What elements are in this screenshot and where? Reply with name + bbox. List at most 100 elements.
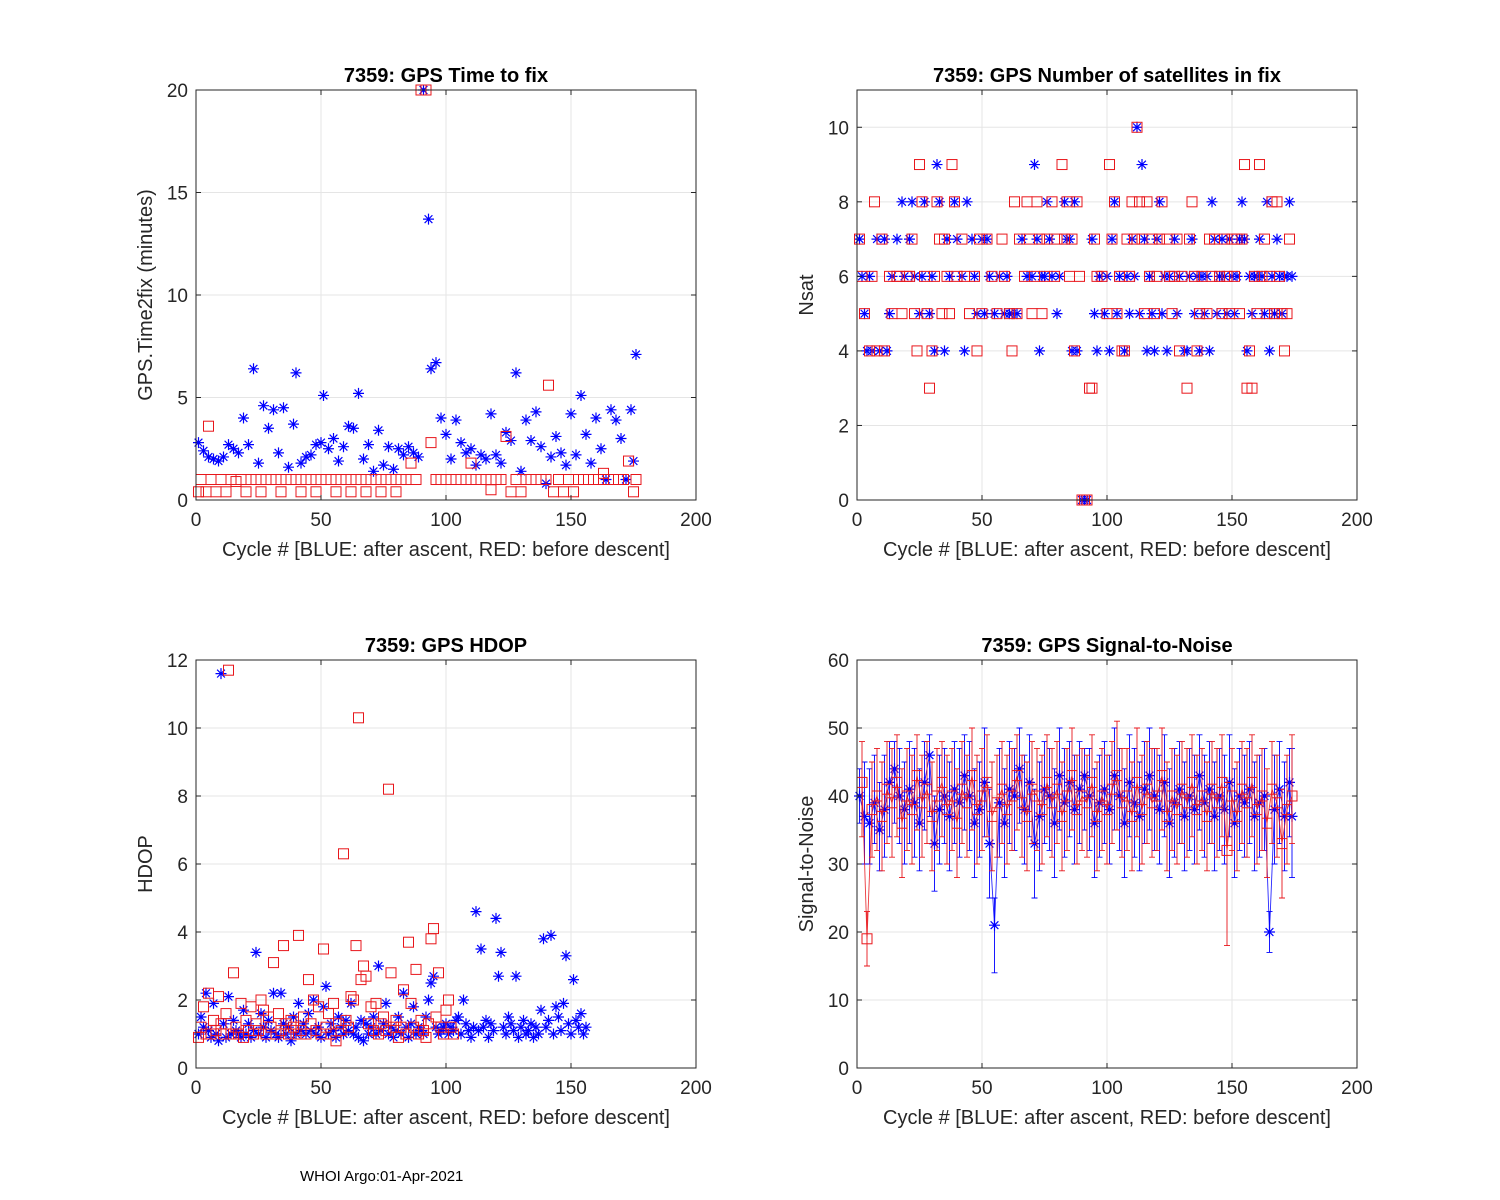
data-point (1166, 308, 1178, 320)
data-point (553, 1011, 564, 1023)
data-point (358, 1035, 369, 1047)
data-point (969, 817, 980, 829)
data-point (876, 233, 888, 245)
data-point (1069, 345, 1080, 357)
data-point (548, 1028, 559, 1040)
data-point (315, 437, 327, 449)
error-bar (889, 747, 895, 858)
data-point (263, 422, 274, 434)
data-point (378, 459, 389, 471)
y-tick-label: 15 (167, 184, 188, 205)
data-point (966, 770, 978, 782)
data-point (405, 1018, 417, 1030)
data-point (1031, 233, 1043, 245)
data-point (423, 994, 434, 1006)
data-point (1099, 783, 1110, 795)
data-point (1141, 196, 1153, 208)
data-point (1086, 776, 1098, 788)
data-point (1091, 810, 1103, 822)
data-point (889, 763, 900, 775)
data-point (378, 1018, 389, 1030)
data-point (1026, 270, 1038, 282)
data-point (445, 453, 457, 465)
data-point (879, 345, 890, 357)
data-point (248, 363, 259, 375)
x-tick-label: 200 (1341, 1078, 1373, 1099)
data-point (218, 451, 229, 463)
data-point (388, 463, 399, 475)
data-point (1041, 776, 1053, 788)
data-point (1264, 926, 1275, 938)
data-point (405, 997, 417, 1009)
data-point (1071, 196, 1083, 208)
y-tick-label: 6 (177, 855, 188, 876)
data-point (956, 233, 968, 245)
y-tick-label: 8 (838, 193, 849, 214)
data-point (1046, 270, 1058, 282)
data-point (550, 430, 562, 442)
data-point (1281, 308, 1293, 320)
data-point (884, 308, 895, 320)
data-point (916, 797, 928, 809)
error-bar (1009, 747, 1015, 851)
data-point (1244, 783, 1255, 795)
data-point (353, 387, 364, 399)
data-point (981, 233, 993, 245)
data-point (360, 1018, 372, 1030)
data-point (986, 270, 998, 282)
data-point (931, 159, 943, 171)
error-bar (961, 734, 968, 831)
data-point (1174, 783, 1185, 795)
data-point (238, 1004, 249, 1016)
data-point (996, 783, 1008, 795)
data-point (338, 1028, 349, 1040)
data-point (375, 486, 387, 498)
data-point (323, 443, 334, 455)
data-point (305, 449, 317, 461)
data-point (273, 1031, 284, 1043)
data-point (398, 987, 409, 999)
data-point (1279, 345, 1290, 357)
data-point (1059, 233, 1070, 245)
data-point (480, 453, 492, 465)
data-point (518, 1014, 529, 1026)
data-point (1034, 345, 1045, 357)
error-bar (1249, 734, 1255, 838)
x-tick-label: 200 (1341, 510, 1373, 531)
data-point (1111, 308, 1123, 320)
data-point (904, 270, 915, 282)
data-point (1101, 804, 1113, 816)
data-point (1186, 233, 1198, 245)
data-point (1034, 233, 1045, 245)
data-point (1104, 804, 1115, 816)
data-point (929, 838, 940, 850)
data-point (996, 233, 1008, 245)
y-tick-label: 60 (828, 651, 849, 672)
data-point (435, 412, 447, 424)
data-point (854, 233, 865, 245)
x-tick-label: 0 (852, 510, 863, 531)
data-point (894, 790, 905, 802)
data-point (1024, 776, 1035, 788)
error-bar (1104, 754, 1110, 865)
error-bar (1234, 761, 1240, 872)
data-point (916, 270, 928, 282)
data-point (410, 1028, 422, 1040)
data-point (1054, 770, 1065, 782)
data-point (1149, 790, 1160, 802)
data-point (1164, 817, 1175, 829)
data-point (423, 1018, 434, 1030)
y-axis-label: Signal-to-Noise (796, 796, 818, 933)
data-point (1104, 345, 1115, 357)
data-point (1089, 308, 1100, 320)
error-bar (934, 747, 940, 851)
data-point (879, 804, 890, 816)
error-bar (1064, 747, 1070, 851)
data-point (929, 270, 940, 282)
data-point (385, 967, 397, 979)
data-point (1149, 345, 1160, 357)
x-tick-label: 0 (852, 1078, 863, 1099)
data-point (1251, 804, 1263, 816)
data-point (976, 790, 988, 802)
data-point (1119, 817, 1130, 829)
